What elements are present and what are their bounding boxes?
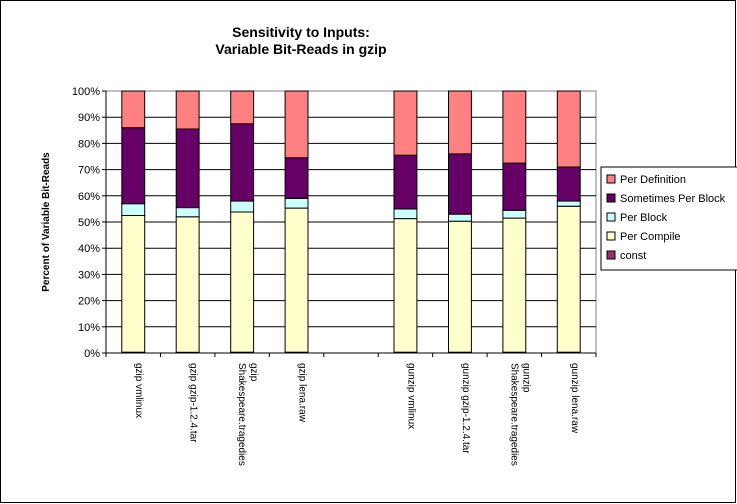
x-tick-label: gunzip vmlinux <box>405 363 416 429</box>
bar-segment <box>556 90 581 168</box>
y-tick-label: 0% <box>84 348 100 360</box>
y-tick-label: 20% <box>78 296 100 308</box>
y-tick-label: 60% <box>78 191 100 203</box>
bar-segment <box>502 162 527 211</box>
y-tick-label: 40% <box>78 243 100 255</box>
bar-segment <box>230 123 255 202</box>
bar-segment <box>393 208 418 220</box>
bar-segment <box>284 90 309 159</box>
bar-segment <box>448 90 472 155</box>
bar-segment <box>175 207 200 218</box>
bar-segment <box>502 90 527 164</box>
bars <box>121 90 581 354</box>
legend-swatch <box>606 231 616 241</box>
bar-segment <box>556 166 581 202</box>
axes <box>102 90 597 357</box>
x-tick-label: gunzip <box>520 363 531 393</box>
bar-segment <box>393 218 418 353</box>
legend-swatch <box>606 212 616 222</box>
x-tick-label: gzip vmlinux <box>133 363 144 418</box>
y-tick-label: 70% <box>78 165 100 177</box>
bar-segment <box>393 154 418 210</box>
bar-segment <box>556 200 581 207</box>
x-tick-label: gunzip lena.raw <box>569 363 580 434</box>
legend: Per Definition Sometimes Per Block Per Blo… <box>600 166 737 271</box>
bar-segment <box>121 203 146 216</box>
bar-segment <box>393 90 418 156</box>
legend-label: Per Block <box>620 212 668 224</box>
y-tick-label: 90% <box>78 112 100 124</box>
bar-segment <box>448 153 472 215</box>
bar-segment <box>175 216 200 353</box>
bar-segment <box>175 90 200 130</box>
bar-segment <box>556 205 581 353</box>
bar-segment <box>121 214 146 353</box>
bar-segment <box>284 207 309 353</box>
y-axis-title: Percent of Variable Bit-Reads <box>41 152 52 292</box>
y-tick-labels: 0% 10% 20% 30% 40% 50% 60% 70% 80% 90% 100% <box>72 86 100 360</box>
chart-title-line-1: Sensitivity to Inputs: <box>232 24 370 40</box>
legend-label: Sometimes Per Block <box>620 193 726 205</box>
bar-segment <box>230 90 255 125</box>
x-tick-labels: gzip vmlinux gzip gzip-1.2.4.tar gzipShake… <box>133 363 580 466</box>
legend-label: Per Compile <box>620 231 681 243</box>
y-tick-label: 10% <box>78 322 100 334</box>
bar-segment <box>121 90 146 129</box>
bar-segment <box>284 197 309 209</box>
legend-label: const <box>620 250 646 262</box>
bar-segment <box>175 128 200 209</box>
chart-title-line-2: Variable Bit-Reads in gzip <box>215 41 386 57</box>
bar-segment <box>502 209 527 219</box>
x-tick-label: gzip lena.raw <box>297 363 308 423</box>
x-tick-label: gzip gzip-1.2.4.tar <box>188 363 199 443</box>
bar-segment <box>230 200 255 213</box>
y-tick-label: 100% <box>72 86 100 98</box>
y-tick-label: 30% <box>78 269 100 281</box>
bar-segment <box>448 220 472 353</box>
y-tick-label: 50% <box>78 217 100 229</box>
y-tick-label: 80% <box>78 138 100 150</box>
x-tick-label: gunzip gzip-1.2.4.tar <box>460 363 471 454</box>
legend-label: Per Definition <box>620 174 686 186</box>
x-tick-label: Shakespeare.tragedies <box>508 363 519 466</box>
x-tick-label: Shakespeare.tragedies <box>236 363 247 466</box>
legend-box <box>600 166 737 271</box>
chart-title: Sensitivity to Inputs: Variable Bit-Read… <box>215 24 386 57</box>
x-tick-label: gzip <box>248 363 259 382</box>
legend-swatch <box>606 250 616 260</box>
bar-segment <box>284 157 309 199</box>
legend-swatch <box>606 193 616 203</box>
legend-swatch <box>606 174 616 184</box>
bar-segment <box>448 213 472 222</box>
bar-segment <box>230 211 255 353</box>
bar-segment <box>121 127 146 205</box>
bar-segment <box>502 217 527 353</box>
